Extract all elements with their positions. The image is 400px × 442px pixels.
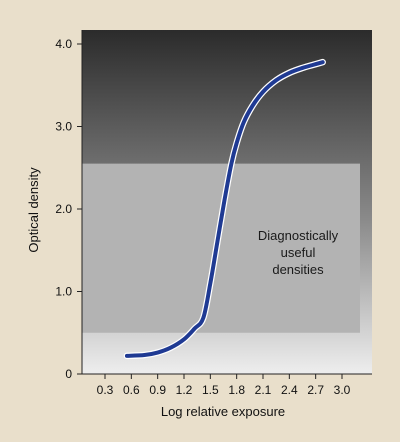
y-tick-label: 4.0 xyxy=(55,37,72,51)
y-axis-label: Optical density xyxy=(26,167,41,253)
diagnostic-density-band xyxy=(82,163,360,333)
x-axis-ticks: 0.3 0.6 0.9 1.2 1.5 1.8 2.1 2.4 2.7 3.0 xyxy=(97,374,351,397)
y-axis-ticks: 0 1.0 2.0 3.0 4.0 xyxy=(55,37,82,381)
y-tick-label: 2.0 xyxy=(55,202,72,216)
x-tick-label: 2.4 xyxy=(281,383,298,397)
y-tick-label: 0 xyxy=(65,367,72,381)
x-tick-label: 3.0 xyxy=(334,383,351,397)
x-tick-label: 0.9 xyxy=(149,383,166,397)
series-line xyxy=(124,60,325,358)
annotation-line: densities xyxy=(272,262,324,277)
x-tick-label: 2.7 xyxy=(307,383,324,397)
y-tick-label: 3.0 xyxy=(55,120,72,134)
x-tick-label: 2.1 xyxy=(255,383,272,397)
annotation-line: useful xyxy=(281,245,316,260)
annotation-line: Diagnostically xyxy=(258,228,339,243)
x-tick-label: 1.8 xyxy=(228,383,245,397)
x-tick-label: 1.2 xyxy=(176,383,193,397)
x-tick-label: 0.6 xyxy=(123,383,140,397)
y-tick-label: 1.0 xyxy=(55,285,72,299)
x-tick-label: 1.5 xyxy=(202,383,219,397)
diagnostic-annotation: Diagnostically useful densities xyxy=(258,228,339,277)
x-axis-label: Log relative exposure xyxy=(161,404,285,419)
curve-group xyxy=(123,58,326,360)
x-tick-label: 0.3 xyxy=(97,383,114,397)
